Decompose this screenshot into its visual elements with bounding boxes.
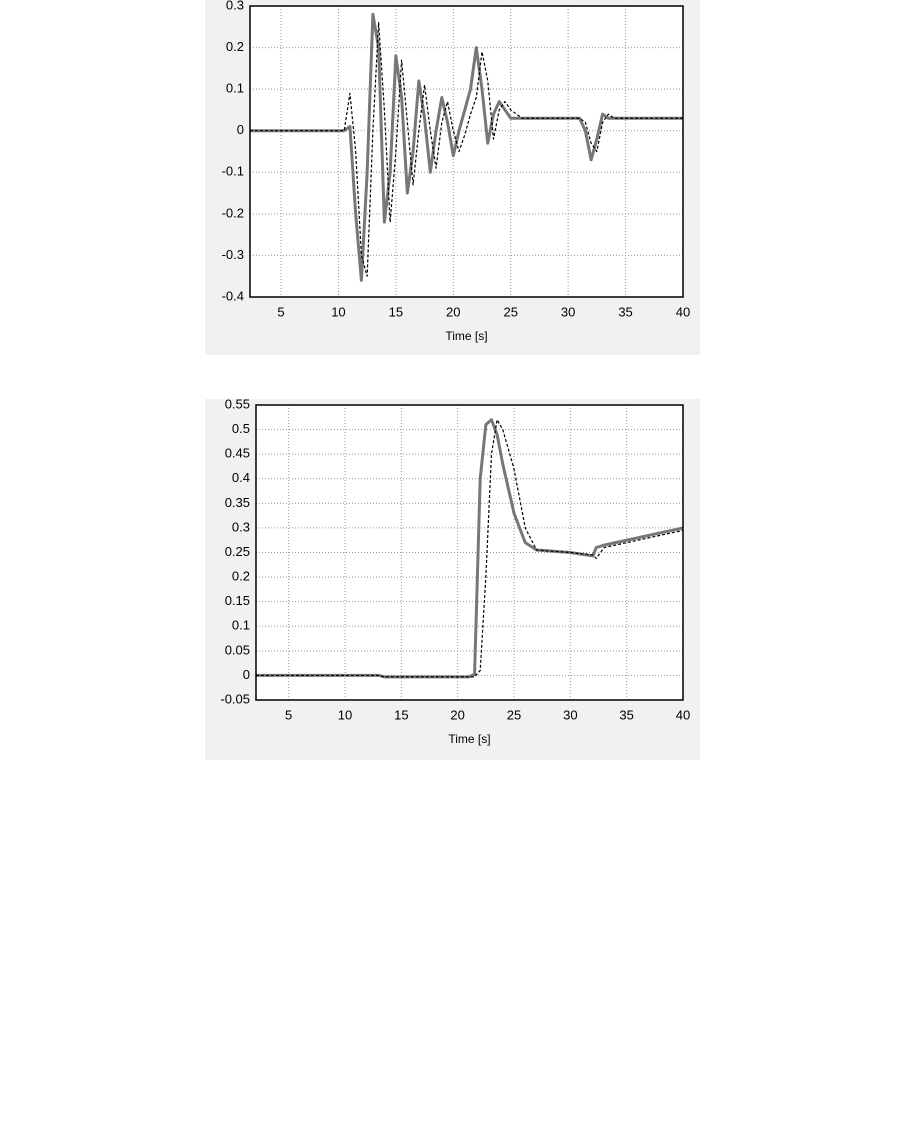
y-tick-label: 0.1	[226, 81, 244, 96]
y-tick-label: -0.05	[220, 691, 250, 706]
plot-border	[249, 5, 684, 298]
y-tick-label: -0.4	[222, 288, 244, 303]
y-tick-label: 0.15	[225, 593, 250, 608]
y-tick-label: 0.05	[225, 642, 250, 657]
y-tick-label: 0.4	[232, 470, 250, 485]
x-axis-label: Time [s]	[448, 732, 490, 746]
y-tick-label: -0.3	[222, 247, 244, 262]
x-tick-label: 40	[676, 707, 690, 722]
x-tick-label: 10	[331, 304, 345, 319]
x-tick-label: 25	[503, 304, 517, 319]
data-line	[250, 12, 683, 282]
y-tick-label: -0.2	[222, 205, 244, 220]
y-tick-label: 0	[237, 122, 244, 137]
y-tick-label: 0	[243, 667, 250, 682]
x-tick-label: 5	[285, 707, 292, 722]
x-tick-label: 40	[676, 304, 690, 319]
x-tick-label: 15	[394, 707, 408, 722]
y-tick-label: 0.55	[225, 396, 250, 411]
x-tick-label: 30	[561, 304, 575, 319]
x-tick-label: 30	[563, 707, 577, 722]
x-tick-label: 25	[507, 707, 521, 722]
y-tick-label: 0.3	[226, 0, 244, 12]
y-tick-label: 0.3	[232, 519, 250, 534]
y-tick-label: 0.2	[226, 39, 244, 54]
x-tick-label: 35	[619, 707, 633, 722]
y-tick-label: -0.1	[222, 164, 244, 179]
x-tick-label: 15	[389, 304, 403, 319]
y-tick-label: 0.45	[225, 446, 250, 461]
x-tick-label: 20	[450, 707, 464, 722]
x-axis-label: Time [s]	[445, 329, 487, 343]
y-tick-label: 0.25	[225, 544, 250, 559]
x-tick-label: 20	[446, 304, 460, 319]
x-tick-label: 35	[618, 304, 632, 319]
y-tick-label: 0.2	[232, 569, 250, 584]
data-line	[256, 418, 684, 679]
data-line	[250, 22, 683, 277]
y-tick-label: 0.35	[225, 495, 250, 510]
plot-area	[250, 6, 683, 297]
plot-border	[255, 404, 684, 701]
y-tick-label: 0.1	[232, 618, 250, 633]
x-tick-label: 5	[277, 304, 284, 319]
y-tick-label: 0.5	[232, 421, 250, 436]
x-tick-label: 10	[338, 707, 352, 722]
